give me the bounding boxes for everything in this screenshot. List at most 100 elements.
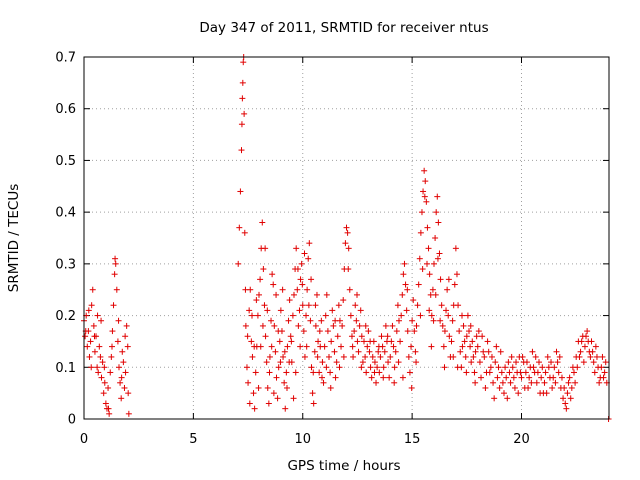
data-point <box>475 328 482 335</box>
data-point <box>85 307 92 314</box>
data-point <box>448 338 455 345</box>
data-point <box>113 286 120 293</box>
data-point <box>453 271 460 278</box>
data-point <box>321 343 328 350</box>
data-point <box>353 317 360 324</box>
data-point <box>257 276 264 283</box>
data-point <box>318 317 325 324</box>
data-point <box>336 364 343 371</box>
data-point <box>272 348 279 355</box>
data-point <box>263 359 270 366</box>
data-point <box>482 384 489 391</box>
data-point <box>291 291 297 298</box>
data-point <box>386 374 393 381</box>
data-point <box>98 374 105 381</box>
data-point <box>464 312 471 319</box>
data-point <box>408 384 415 391</box>
data-point <box>455 302 462 309</box>
data-point <box>431 260 437 267</box>
data-point <box>541 379 548 386</box>
data-point <box>581 343 588 350</box>
x-tick-label: 5 <box>189 432 197 447</box>
data-point <box>426 307 433 314</box>
data-point <box>408 343 415 350</box>
data-point <box>308 276 315 283</box>
data-point <box>454 364 461 371</box>
data-point <box>255 384 262 391</box>
data-point <box>488 353 495 360</box>
data-point <box>377 353 384 360</box>
data-point <box>297 276 304 283</box>
data-point <box>521 384 528 391</box>
data-point <box>445 276 452 283</box>
data-point <box>257 343 264 350</box>
data-point <box>596 379 603 386</box>
data-point <box>125 410 132 417</box>
data-point <box>380 364 387 371</box>
data-point <box>423 198 430 205</box>
data-point <box>467 343 474 350</box>
data-point <box>438 302 445 309</box>
data-point <box>437 317 444 324</box>
data-point <box>373 379 380 386</box>
data-point <box>403 307 410 314</box>
data-point <box>361 338 367 345</box>
data-point <box>333 359 340 366</box>
data-point <box>281 379 288 386</box>
data-point <box>452 245 459 252</box>
data-point <box>472 348 479 355</box>
data-point <box>506 369 513 376</box>
data-point <box>508 353 515 360</box>
data-point <box>295 322 302 329</box>
data-point <box>249 312 255 319</box>
data-point <box>101 364 108 371</box>
data-point <box>105 384 112 391</box>
data-point <box>427 291 434 298</box>
data-point <box>428 312 435 319</box>
data-point <box>246 400 253 407</box>
data-point <box>273 291 280 298</box>
data-point <box>434 255 441 262</box>
data-point <box>600 374 607 381</box>
data-point <box>125 390 132 397</box>
data-point <box>484 338 491 345</box>
data-point <box>305 255 312 262</box>
data-point <box>496 384 503 391</box>
data-point <box>567 395 574 402</box>
data-point <box>266 353 273 360</box>
data-point <box>352 302 359 309</box>
data-point <box>480 348 487 355</box>
data-point <box>301 250 308 257</box>
data-point <box>275 364 282 371</box>
data-point <box>468 359 475 366</box>
data-point <box>242 286 249 293</box>
data-point <box>82 333 89 340</box>
data-point <box>405 353 412 360</box>
data-point <box>599 353 606 360</box>
data-point <box>388 338 395 345</box>
data-point <box>544 353 551 360</box>
data-point <box>401 260 408 267</box>
data-point <box>445 312 452 319</box>
data-point <box>556 353 563 360</box>
data-point <box>343 224 350 231</box>
data-point <box>122 369 129 376</box>
data-point <box>314 353 321 360</box>
data-point <box>277 307 284 314</box>
data-point <box>434 193 441 200</box>
y-tick-label: 0.5 <box>55 154 76 169</box>
data-point <box>239 95 246 102</box>
data-point <box>365 328 372 335</box>
data-point <box>97 353 104 360</box>
data-point <box>330 322 337 329</box>
data-point <box>279 286 286 293</box>
data-point <box>284 343 291 350</box>
data-point <box>262 245 269 252</box>
data-point <box>112 260 119 267</box>
data-point <box>327 369 334 376</box>
data-point <box>420 188 427 195</box>
data-point <box>248 338 255 345</box>
data-point <box>111 271 118 278</box>
data-point <box>100 390 107 397</box>
data-point <box>393 328 400 335</box>
